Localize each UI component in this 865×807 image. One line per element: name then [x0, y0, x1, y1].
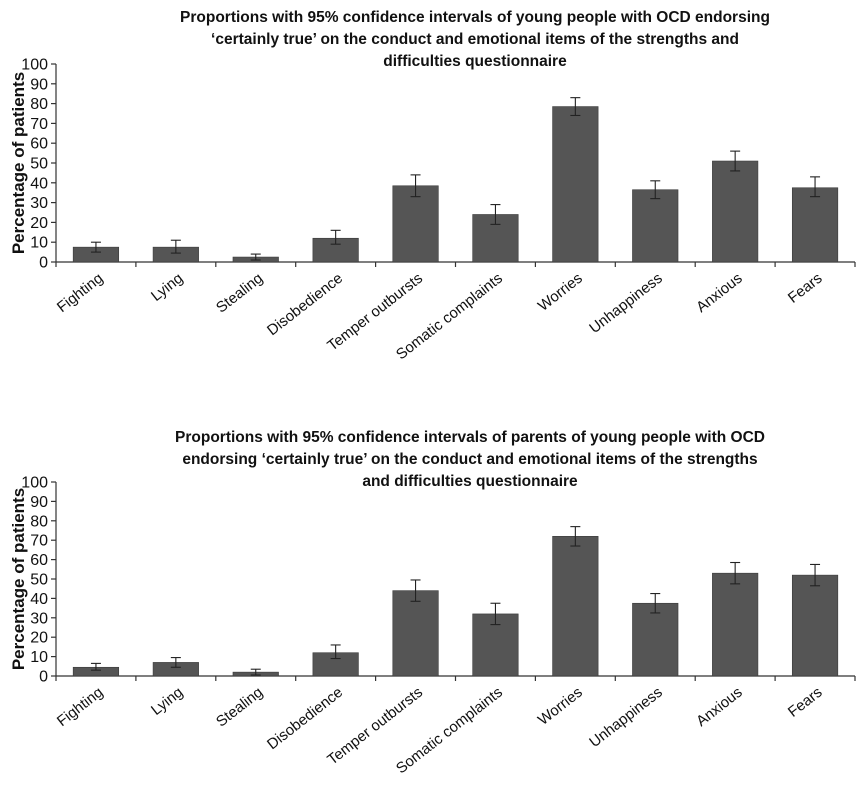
bar-temper-outbursts [392, 590, 439, 677]
y-tick-label: 60 [30, 136, 48, 153]
chart-title-line: endorsing ‘certainly true’ on the conduc… [182, 451, 757, 468]
y-tick-label: 100 [21, 475, 48, 492]
x-category-label: Disobedience [264, 270, 346, 339]
y-tick-label: 0 [39, 669, 48, 686]
bar-fears [791, 574, 839, 677]
chart-panel-parents: Proportions with 95% confidence interval… [9, 429, 856, 777]
x-category-label: Lying [148, 684, 186, 719]
y-tick-label: 80 [30, 513, 48, 530]
x-category-label: Stealing [213, 270, 266, 317]
y-tick-label: 40 [30, 591, 48, 608]
x-category-label: Worries [535, 684, 586, 729]
x-category-label: Fears [785, 270, 826, 307]
x-category-label: Fighting [54, 270, 107, 316]
bar-fears [791, 187, 839, 263]
chart-title-line: Proportions with 95% confidence interval… [180, 9, 770, 26]
y-tick-label: 10 [30, 235, 48, 252]
chart-panel-young-people: Proportions with 95% confidence interval… [9, 9, 856, 363]
x-category-label: Anxious [693, 270, 746, 316]
y-tick-label: 50 [30, 156, 48, 173]
x-category-label: Unhappiness [586, 270, 665, 337]
x-category-label: Worries [535, 270, 586, 315]
chart-title-line: and difficulties questionnaire [362, 473, 578, 490]
y-tick-label: 20 [30, 630, 48, 647]
x-category-label: Anxious [693, 684, 746, 730]
chart-title-line: ‘certainly true’ on the conduct and emot… [211, 31, 739, 48]
y-tick-label: 0 [39, 255, 48, 272]
bar-worries [552, 106, 599, 263]
y-tick-label: 20 [30, 215, 48, 232]
y-tick-label: 10 [30, 649, 48, 666]
bar-worries [552, 536, 599, 677]
x-category-label: Disobedience [264, 684, 346, 753]
y-axis-title: Percentage of patients [9, 488, 28, 670]
y-tick-label: 50 [30, 572, 48, 589]
x-category-label: Fears [785, 684, 826, 721]
bar-anxious [712, 572, 759, 677]
y-tick-label: 60 [30, 552, 48, 569]
chart-title-line: difficulties questionnaire [383, 53, 567, 70]
chart-title-line: Proportions with 95% confidence interval… [175, 429, 765, 446]
x-category-label: Fighting [54, 684, 107, 730]
y-axis-title: Percentage of patients [9, 72, 28, 254]
bar-unhappiness [632, 189, 679, 263]
y-tick-label: 30 [30, 610, 48, 627]
y-tick-label: 30 [30, 195, 48, 212]
y-tick-label: 90 [30, 494, 48, 511]
y-tick-label: 100 [21, 57, 48, 74]
x-category-label: Lying [148, 270, 186, 305]
bar-unhappiness [632, 602, 679, 677]
y-tick-label: 90 [30, 76, 48, 93]
y-tick-label: 40 [30, 175, 48, 192]
x-category-label: Stealing [213, 684, 266, 731]
y-tick-label: 70 [30, 116, 48, 133]
bar-anxious [712, 160, 759, 263]
y-tick-label: 70 [30, 533, 48, 550]
y-tick-label: 80 [30, 96, 48, 113]
x-category-label: Unhappiness [586, 684, 665, 751]
